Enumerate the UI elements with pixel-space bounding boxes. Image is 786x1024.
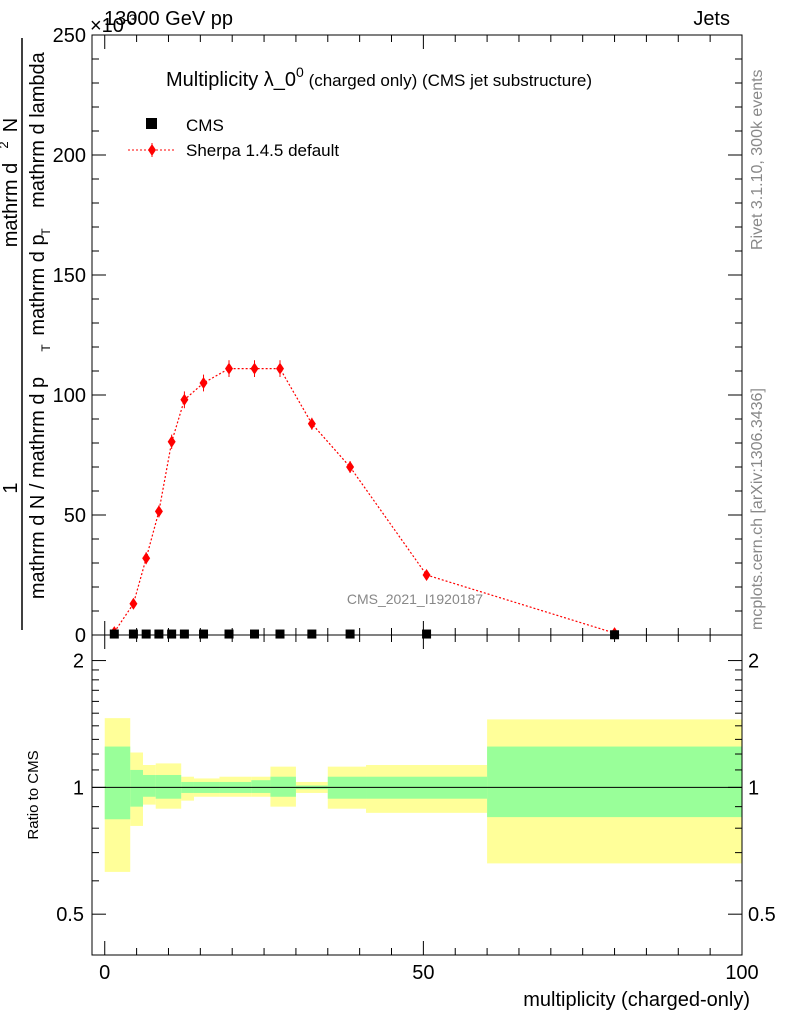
ylabel-right-numerator: mathrm d	[0, 163, 22, 247]
cms-point	[167, 629, 177, 639]
ratio-x-tick-label: 50	[412, 962, 434, 984]
cms-point	[345, 629, 355, 639]
sherpa-point	[154, 505, 163, 518]
legend-sherpa-marker	[148, 144, 156, 156]
main-y-tick-label: 0	[75, 625, 86, 647]
legend-cms-marker	[146, 118, 157, 129]
main-y-tick-label: 50	[64, 505, 86, 527]
ratio-green-band	[142, 774, 156, 797]
sherpa-point	[422, 569, 431, 581]
legend-cms-label: CMS	[186, 116, 224, 135]
process-label: Jets	[693, 8, 730, 30]
sherpa-point	[142, 552, 151, 565]
cms-point	[224, 629, 234, 639]
ratio-panel: 0.5 0.5 1 1 2 2 0 50 100 Ratio to CMS multiplicity…	[25, 634, 776, 1011]
sherpa-point	[225, 362, 234, 375]
cms-point	[154, 629, 164, 639]
energy-label: 13000 GeV pp	[104, 8, 233, 30]
ratio-plot-frame	[91, 634, 743, 956]
cms-point	[141, 629, 151, 639]
ratio-y-tick-label-right: 0.5	[748, 904, 776, 926]
cms-point	[422, 629, 432, 639]
sherpa-point	[180, 393, 189, 406]
sherpa-point	[275, 362, 284, 375]
cms-point	[199, 629, 209, 639]
legend-sherpa-label: Sherpa 1.4.5 default	[186, 141, 339, 160]
ylabel-right-den: mathrm d p	[27, 234, 49, 335]
sherpa-point	[346, 461, 355, 473]
ratio-green-band	[104, 746, 131, 820]
cms-point	[128, 629, 138, 639]
ratio-x-tick-label: 0	[99, 962, 110, 984]
sherpa-series-line	[113, 368, 615, 634]
cms-point	[275, 629, 285, 639]
y-multiplier: ×10-3	[90, 11, 137, 37]
side-label-mcplots: mcplots.cern.ch [arXiv:1306.3436]	[749, 388, 766, 630]
main-y-tick-label: 250	[53, 25, 86, 47]
ratio-y-tick-label-right: 1	[748, 777, 759, 799]
cms-point	[250, 629, 259, 639]
ratio-green-band	[155, 774, 182, 799]
ratio-green-band	[487, 746, 742, 818]
ylabel-sub-T: T	[39, 344, 53, 352]
cms-point	[179, 629, 189, 639]
ylabel-right-den2: mathrm d lambda	[27, 51, 49, 207]
ratio-y-tick-label: 0.5	[56, 904, 84, 926]
analysis-tag: CMS_2021_I1920187	[347, 591, 483, 607]
cms-point	[307, 629, 317, 639]
main-y-tick-label: 200	[53, 145, 86, 167]
sherpa-point	[199, 377, 208, 389]
main-y-tick-label: 150	[53, 265, 86, 287]
ratio-y-tick-label-right: 2	[748, 651, 759, 673]
side-label-rivet: Rivet 3.1.10, 300k events	[749, 69, 766, 250]
sherpa-point	[250, 362, 259, 375]
main-y-tick-label: 100	[53, 385, 86, 407]
chart-title: Multiplicity λ_00 (charged only) (CMS je…	[166, 64, 592, 91]
ratio-y-tick-label: 1	[73, 777, 84, 799]
sherpa-point	[167, 435, 176, 448]
ylabel-right-sup: 2	[0, 141, 11, 148]
cms-point	[109, 629, 119, 639]
sherpa-point	[307, 417, 316, 430]
ylabel-right-den-sub: T	[39, 228, 53, 236]
ylabel-right-numerator-N: N	[0, 118, 22, 132]
ylabel-numerator: 1	[0, 482, 22, 493]
x-axis-label: multiplicity (charged-only)	[523, 989, 750, 1011]
ratio-green-band	[130, 769, 143, 807]
ratio-y-tick-label: 2	[73, 651, 84, 673]
ratio-x-tick-label: 100	[725, 962, 758, 984]
ratio-green-band	[270, 776, 296, 797]
ylabel-denominator: mathrm d N / mathrm d p	[27, 377, 49, 599]
main-panel: 0 50 100 150 200 250 ×10-3 Multiplicity λ_00 (c…	[0, 11, 743, 647]
sherpa-point	[129, 597, 138, 610]
ratio-green-band	[251, 780, 271, 793]
ratio-y-axis-label: Ratio to CMS	[25, 750, 42, 839]
